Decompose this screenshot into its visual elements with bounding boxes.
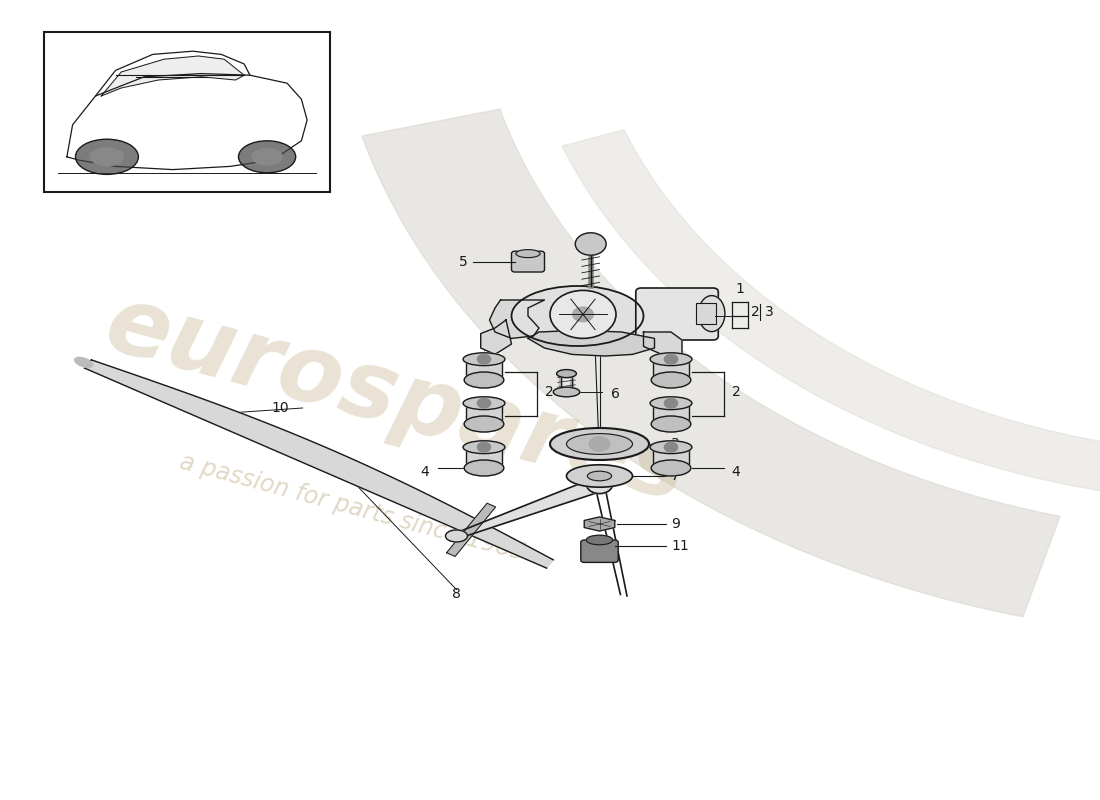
Circle shape: [572, 306, 594, 322]
Ellipse shape: [651, 416, 691, 432]
Ellipse shape: [76, 139, 139, 174]
Polygon shape: [490, 300, 544, 338]
Text: 2: 2: [751, 305, 760, 319]
Ellipse shape: [464, 460, 504, 476]
Ellipse shape: [651, 372, 691, 388]
Text: 4: 4: [732, 465, 740, 479]
Ellipse shape: [650, 397, 692, 410]
Polygon shape: [481, 320, 512, 354]
Ellipse shape: [651, 460, 691, 476]
Circle shape: [477, 442, 491, 452]
Text: 4: 4: [420, 465, 429, 479]
Ellipse shape: [587, 471, 612, 481]
Bar: [653, 359, 689, 380]
Bar: [466, 403, 502, 424]
Polygon shape: [101, 56, 244, 96]
Circle shape: [588, 436, 610, 452]
Ellipse shape: [464, 372, 504, 388]
Circle shape: [477, 398, 491, 408]
Circle shape: [664, 398, 678, 408]
Text: 1: 1: [736, 282, 745, 296]
Polygon shape: [362, 109, 1060, 617]
Ellipse shape: [550, 428, 649, 460]
Ellipse shape: [463, 353, 505, 366]
Bar: [466, 359, 502, 380]
Ellipse shape: [251, 148, 283, 166]
Text: 2: 2: [544, 385, 553, 399]
Text: 5: 5: [459, 254, 468, 269]
Ellipse shape: [698, 296, 725, 331]
Text: a passion for parts since 1985: a passion for parts since 1985: [176, 450, 528, 566]
Ellipse shape: [566, 434, 632, 454]
FancyBboxPatch shape: [581, 540, 618, 562]
Text: 7: 7: [671, 469, 680, 483]
Text: 2: 2: [732, 385, 740, 399]
Ellipse shape: [75, 358, 92, 367]
Ellipse shape: [650, 441, 692, 454]
Bar: [44, 32, 330, 192]
FancyBboxPatch shape: [512, 251, 544, 272]
Ellipse shape: [446, 530, 468, 542]
Circle shape: [586, 474, 613, 494]
Text: 11: 11: [671, 539, 689, 554]
Polygon shape: [447, 503, 496, 557]
Bar: [653, 403, 689, 424]
Text: 6: 6: [610, 387, 619, 402]
Circle shape: [550, 290, 616, 338]
Polygon shape: [528, 330, 654, 356]
Polygon shape: [584, 517, 615, 531]
Ellipse shape: [90, 147, 124, 166]
Ellipse shape: [239, 141, 296, 173]
Polygon shape: [562, 130, 1100, 492]
Circle shape: [477, 354, 491, 364]
Ellipse shape: [650, 353, 692, 366]
Bar: [466, 447, 502, 468]
FancyBboxPatch shape: [636, 288, 718, 340]
Ellipse shape: [512, 286, 644, 346]
Polygon shape: [644, 332, 682, 356]
Text: 3: 3: [764, 305, 773, 319]
Ellipse shape: [463, 397, 505, 410]
Text: 3: 3: [671, 437, 680, 451]
Ellipse shape: [464, 416, 504, 432]
Text: eurospares: eurospares: [96, 278, 696, 522]
Circle shape: [664, 354, 678, 364]
Text: 9: 9: [671, 517, 680, 531]
Polygon shape: [85, 360, 553, 568]
Ellipse shape: [566, 465, 632, 487]
Bar: [653, 447, 689, 468]
Polygon shape: [454, 478, 604, 538]
Bar: [696, 303, 716, 324]
Text: 10: 10: [272, 401, 289, 415]
Ellipse shape: [553, 387, 580, 397]
Circle shape: [664, 442, 678, 452]
Circle shape: [575, 233, 606, 255]
Ellipse shape: [586, 535, 613, 545]
Ellipse shape: [463, 441, 505, 454]
Ellipse shape: [516, 250, 540, 258]
Text: 8: 8: [452, 586, 461, 601]
Ellipse shape: [557, 370, 576, 378]
